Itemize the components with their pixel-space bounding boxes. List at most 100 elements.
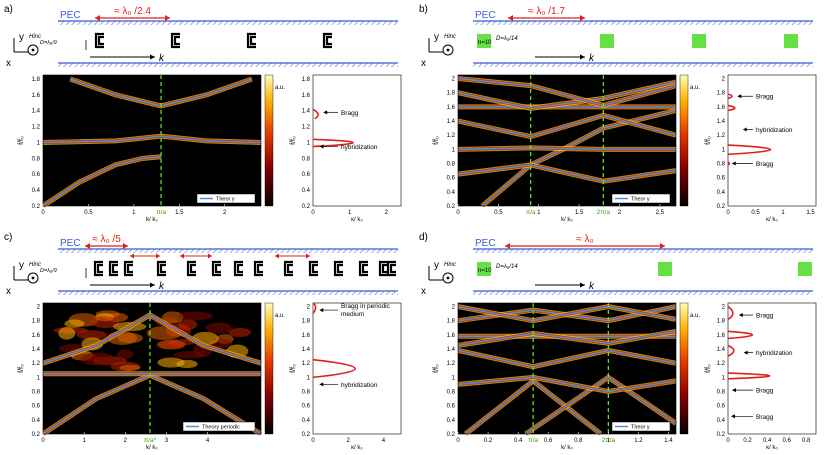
panel-a-attenuation: 0 1 2 0.2 0.4 0.6 0.8 1 1.2 1.4 1.6 1.8 κ/ k₀ f/f₀ Bra… <box>290 75 401 223</box>
annotation-label: Bragg <box>756 414 774 421</box>
x-tick-label: 1 <box>537 210 541 216</box>
k-arrow-head <box>150 283 155 288</box>
axis-x-label: x <box>6 58 11 69</box>
y-tick-label: 1.4 <box>447 347 456 353</box>
split-ring <box>95 262 103 275</box>
spectral-noise <box>228 328 251 337</box>
y-tick-label: 0.2 <box>717 432 726 438</box>
size-label: D=λ₀/14 <box>496 36 518 42</box>
y-tick-label: 1.6 <box>717 333 726 339</box>
y-tick-label: 0.6 <box>32 404 41 410</box>
y-tick-label: 0.2 <box>32 432 41 438</box>
annotation-label: Bragg <box>341 110 359 117</box>
split-ring <box>388 262 396 275</box>
y-tick-label: 2 <box>307 305 311 311</box>
x-tick-label: 1 <box>781 210 785 216</box>
y-tick-label: 0.8 <box>717 390 726 396</box>
x-tick-label: 1.5 <box>175 210 184 216</box>
split-ring <box>285 262 293 275</box>
dielectric-cube <box>658 262 672 276</box>
x-tick-label: 0 <box>726 438 730 444</box>
x-tick-label: 0.4 <box>763 438 772 444</box>
spacing-label: ≈ λ₀ /2.4 <box>114 6 151 17</box>
x-tick-label: 4 <box>382 438 386 444</box>
figure-canvas: a)PEC ≈ λ₀ /2.4yxHincD=λ₀/9kπ/a0 0.5 1 1.5 20… <box>0 0 830 455</box>
y-tick-label: 1 <box>307 140 311 146</box>
spectral-noise <box>174 351 206 358</box>
x-tick-label: 0.5 <box>494 210 503 216</box>
annotation-label: Bragg <box>756 388 774 395</box>
dielectric-cube <box>600 34 614 48</box>
y-tick-label: 0.4 <box>447 190 456 196</box>
y-tick-label: 0.2 <box>302 204 311 210</box>
x-tick-label: 1 <box>132 210 136 216</box>
plot-frame <box>313 303 401 434</box>
x-tick-label: 0.6 <box>782 438 791 444</box>
x-tick-label: 0.5 <box>751 210 760 216</box>
size-label: D=λ₀/14 <box>496 264 518 270</box>
panel-a-schematic: a)PEC ≈ λ₀ /2.4yxHincD=λ₀/9k <box>4 4 398 69</box>
y-tick-label: 1.8 <box>717 319 726 325</box>
split-ring <box>125 262 133 275</box>
spacing-label: ≈ λ₀ /5 <box>92 234 121 245</box>
spacing-label: ≈ λ₀ <box>576 234 593 245</box>
panel-b-dispersion: π/a 2π/a0 0.5 1 1.5 2 2.50.20.40.60.811.21.41.… <box>433 75 700 223</box>
y-tick-label: 0.4 <box>302 418 311 424</box>
annotation-label: Bragg <box>756 313 774 320</box>
pec-label: PEC <box>60 10 81 21</box>
y-tick-label: 0.6 <box>447 176 456 182</box>
x-axis-label: κ/ k₀ <box>766 217 778 223</box>
x-axis-label: k/ k₀ <box>561 445 573 451</box>
y-tick-label: 0.2 <box>447 204 456 210</box>
y-tick-label: 2 <box>452 77 456 83</box>
annotation-label: Bragg <box>756 94 774 101</box>
split-ring <box>158 262 166 275</box>
colorbar-label: a.u. <box>690 85 700 91</box>
y-tick-label: 0.8 <box>302 156 311 162</box>
x-tick-label: 0 <box>456 438 460 444</box>
split-ring <box>172 34 180 47</box>
y-tick-label: 1.2 <box>32 361 41 367</box>
periodicity-label: 2π/a <box>597 209 611 216</box>
axis-x-label: x <box>421 58 426 69</box>
y-axis-label: f/f₀ <box>433 364 440 373</box>
y-tick-label: 1.6 <box>302 93 311 99</box>
y-tick-label: 1.8 <box>302 319 311 325</box>
size-label: D=λ₀/9 <box>40 268 57 274</box>
y-tick-label: 1.2 <box>302 125 311 131</box>
spectral-noise <box>64 320 84 328</box>
y-tick-label: 0.4 <box>302 188 311 194</box>
split-ring <box>248 34 256 47</box>
hinc-label: Hinc <box>444 262 456 268</box>
y-tick-label: 0.6 <box>302 172 311 178</box>
y-tick-label: 0.2 <box>32 204 41 210</box>
split-ring <box>110 262 118 275</box>
panel-label: b) <box>419 4 428 15</box>
y-tick-label: 1.4 <box>717 347 726 353</box>
annotation-label: hybridization <box>756 127 793 134</box>
axis-y-label: y <box>19 32 24 43</box>
split-ring <box>235 262 243 275</box>
y-tick-label: 1.6 <box>32 93 41 99</box>
y-tick-label: 1.4 <box>717 119 726 125</box>
split-ring <box>96 34 104 47</box>
y-tick-label: 0.4 <box>717 418 726 424</box>
colorbar <box>265 303 273 434</box>
x-tick-label: 2 <box>223 210 227 216</box>
x-tick-label: 0.5 <box>84 210 93 216</box>
x-axis-label: κ/ k₀ <box>766 445 778 451</box>
split-ring <box>380 262 388 275</box>
x-axis-label: k/ k₀ <box>146 217 158 223</box>
x-tick-label: 2 <box>347 438 351 444</box>
y-tick-label: 1.8 <box>447 319 456 325</box>
annotation-label: Bragg <box>756 161 774 168</box>
y-tick-label: 0.8 <box>32 390 41 396</box>
hinc-dot <box>32 277 35 280</box>
x-tick-label: 0 <box>311 210 315 216</box>
y-tick-label: 0.8 <box>302 390 311 396</box>
axis-y-label: y <box>434 260 439 271</box>
spectral-noise <box>58 327 75 340</box>
y-tick-label: 1.6 <box>302 333 311 339</box>
x-tick-label: 0.4 <box>514 438 523 444</box>
panel-d-dispersion: π/a 2π/a0 0.2 0.4 0.6 0.8 1 1.2 1.40.20.40.60.81… <box>433 303 700 451</box>
